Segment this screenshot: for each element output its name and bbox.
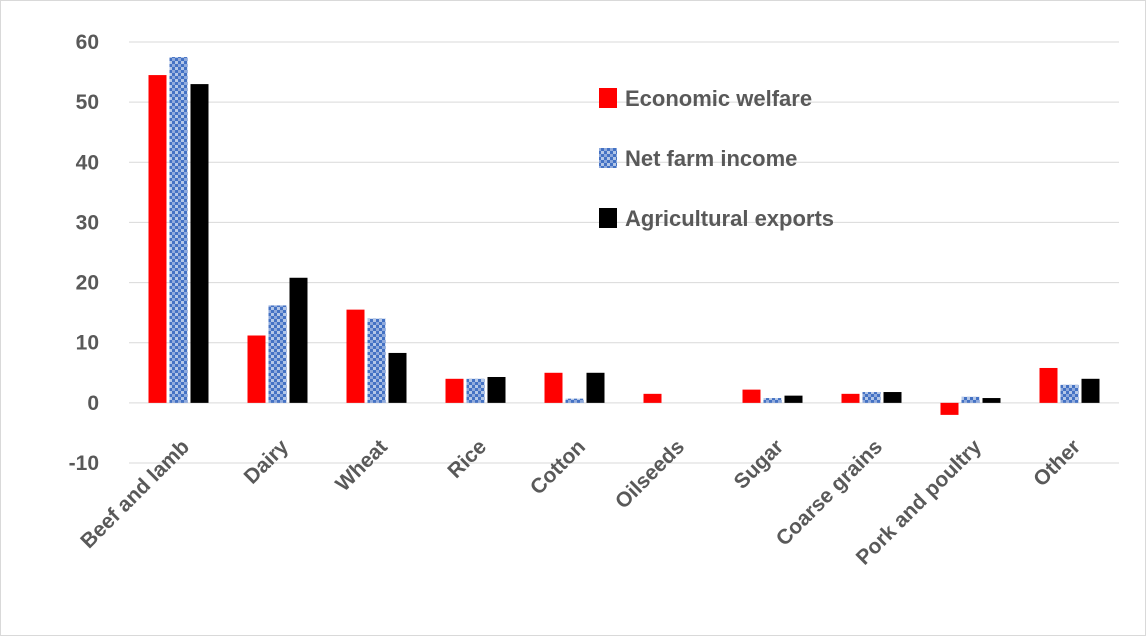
legend-swatch-economic-welfare <box>599 88 617 108</box>
bar-agricultural-exports <box>1081 378 1100 403</box>
legend-label: Net farm income <box>625 146 797 171</box>
bar-net-farm-income <box>169 57 188 403</box>
bar-economic-welfare <box>445 378 464 403</box>
x-category-label: Cotton <box>526 435 590 499</box>
y-tick-label: 50 <box>76 91 99 114</box>
legend-swatch-net-farm-income <box>599 148 617 168</box>
bar-net-farm-income <box>466 378 485 403</box>
bar-agricultural-exports <box>388 352 407 403</box>
y-tick-label: 10 <box>76 332 99 355</box>
y-tick-label: -10 <box>69 452 99 475</box>
bar-agricultural-exports <box>784 395 803 403</box>
y-tick-label: 30 <box>76 211 99 234</box>
x-category-label: Rice <box>443 435 491 483</box>
bar-net-farm-income <box>961 396 980 403</box>
bar-economic-welfare <box>643 393 662 403</box>
y-axis: -10 0 10 20 30 40 50 60 <box>69 31 99 475</box>
bar-net-farm-income <box>367 318 386 403</box>
bar-agricultural-exports <box>883 392 902 403</box>
y-tick-label: 0 <box>87 392 99 415</box>
legend: Economic welfare Net farm income Agricultu… <box>599 86 834 231</box>
bar-agricultural-exports <box>586 372 605 403</box>
legend-label: Economic welfare <box>625 86 812 111</box>
x-category-label: Sugar <box>730 435 788 493</box>
bar-agricultural-exports <box>487 376 506 403</box>
bar-agricultural-exports <box>190 84 209 403</box>
x-category-label: Dairy <box>240 435 294 489</box>
bar-economic-welfare <box>148 75 167 403</box>
x-category-label: Coarse grains <box>772 435 887 550</box>
bar-economic-welfare <box>940 402 959 415</box>
bar-economic-welfare <box>1039 367 1058 403</box>
bar-agricultural-exports <box>982 398 1001 403</box>
x-category-label: Oilseeds <box>611 435 689 513</box>
bar-net-farm-income <box>268 305 287 403</box>
y-tick-label: 20 <box>76 272 99 295</box>
bar-economic-welfare <box>346 309 365 403</box>
bar-agricultural-exports <box>289 277 308 403</box>
legend-swatch-agricultural-exports <box>599 208 617 228</box>
y-tick-label: 60 <box>76 31 99 54</box>
bar-economic-welfare <box>742 389 761 403</box>
x-category-label: Wheat <box>331 435 392 496</box>
bar-net-farm-income <box>763 398 782 403</box>
bar-net-farm-income <box>565 398 584 403</box>
bar-net-farm-income <box>862 392 881 403</box>
bar-economic-welfare <box>544 372 563 403</box>
bar-economic-welfare <box>247 335 266 403</box>
x-axis: Beef and lamb Dairy Wheat Rice Cotton Oilseed… <box>76 435 1085 569</box>
y-tick-label: 40 <box>76 151 99 174</box>
legend-label: Agricultural exports <box>625 206 834 231</box>
bar-net-farm-income <box>1060 384 1079 403</box>
bar-economic-welfare <box>841 393 860 403</box>
bars <box>148 57 1100 415</box>
